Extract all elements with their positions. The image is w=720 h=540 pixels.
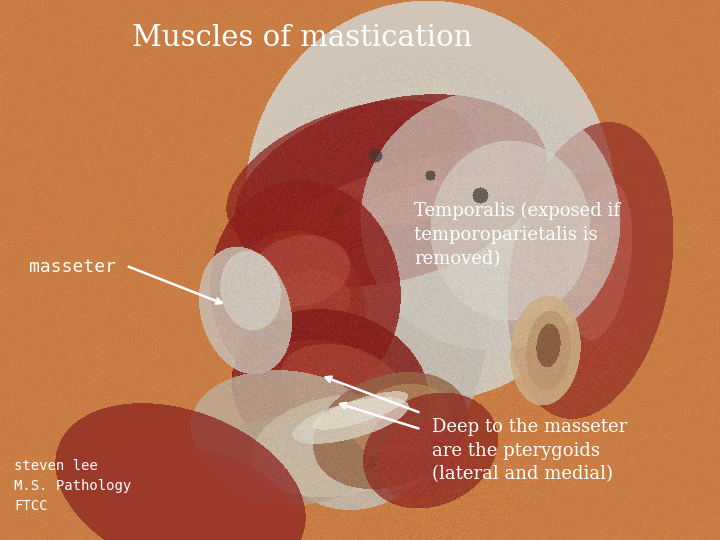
Text: Deep to the masseter
are the pterygoids
(lateral and medial): Deep to the masseter are the pterygoids …	[432, 418, 627, 483]
Text: Muscles of mastication: Muscles of mastication	[132, 24, 472, 52]
Text: masseter: masseter	[29, 258, 116, 276]
Text: steven lee
M.S. Pathology
FTCC: steven lee M.S. Pathology FTCC	[14, 460, 132, 512]
Text: Temporalis (exposed if
temporoparietalis is
removed): Temporalis (exposed if temporoparietalis…	[414, 202, 620, 268]
